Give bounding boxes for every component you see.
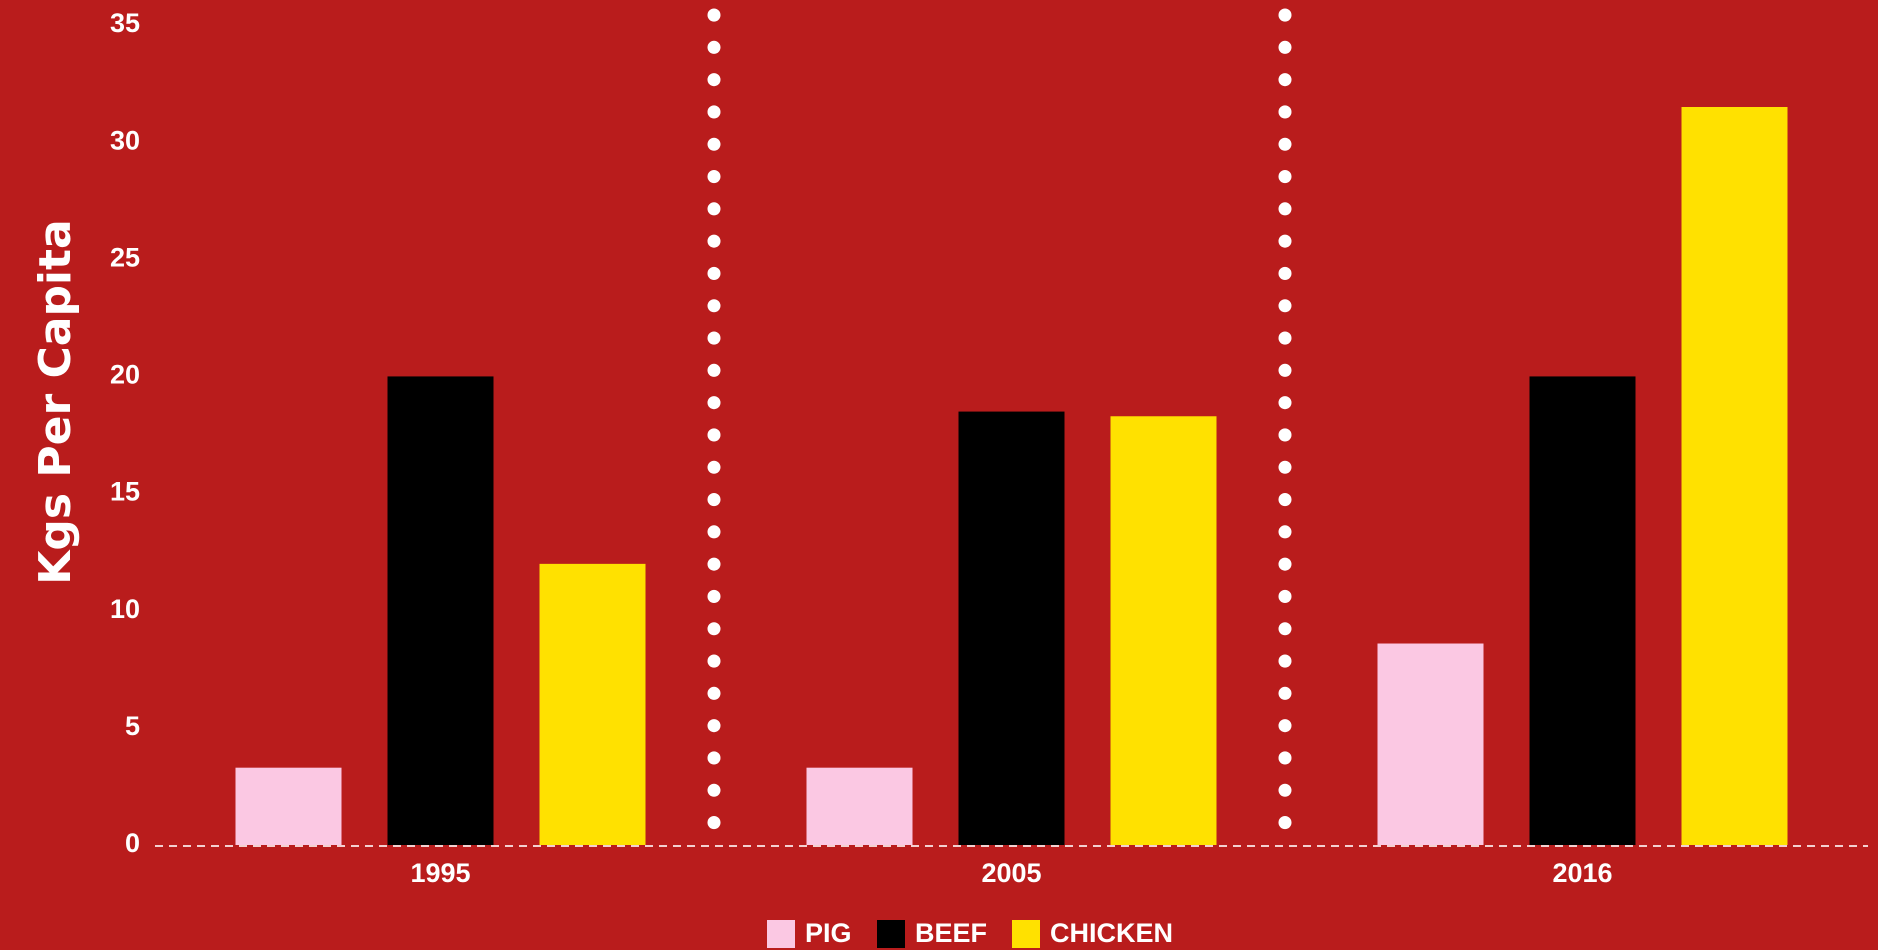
category-separators [707,8,1292,859]
x-tick-label: 2016 [1552,858,1612,888]
legend-swatch-chicken [1012,920,1040,948]
bar-chicken-2005 [1110,416,1217,845]
y-tick-label: 10 [110,594,140,624]
legend-swatch-pig [767,920,795,948]
legend-label-pig: PIG [805,918,852,948]
y-tick-label: 30 [110,125,140,155]
y-tick-label: 15 [110,477,140,507]
y-tick-label: 5 [125,711,140,741]
legend-swatch-beef [877,920,905,948]
bar-beef-1995 [387,376,494,845]
bar-chicken-1995 [539,563,646,845]
bars-group [235,107,1788,845]
bar-pig-1995 [235,767,342,845]
y-axis-ticks: 0 5 10 15 20 25 30 35 [110,8,140,858]
legend-label-beef: BEEF [915,918,987,948]
legend: PIG BEEF CHICKEN [767,918,1173,948]
bar-pig-2005 [806,767,913,845]
bar-pig-2016 [1377,643,1484,845]
y-tick-label: 0 [125,828,140,858]
bar-beef-2016 [1529,376,1636,845]
y-tick-label: 35 [110,8,140,38]
y-axis-title-group: Kgs Per Capita [30,219,81,585]
bar-chicken-2016 [1681,107,1788,845]
legend-label-chicken: CHICKEN [1050,918,1173,948]
bar-beef-2005 [958,411,1065,845]
y-tick-label: 20 [110,360,140,390]
x-tick-label: 1995 [410,858,470,888]
x-axis-labels: 1995 2005 2016 [410,858,1612,888]
y-axis-title: Kgs Per Capita [30,219,81,585]
x-tick-label: 2005 [981,858,1041,888]
y-tick-label: 25 [110,242,140,272]
